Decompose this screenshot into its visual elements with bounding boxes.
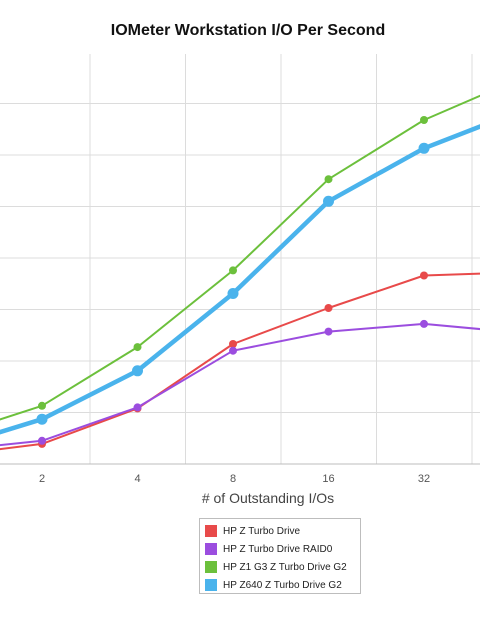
series-3: [0, 94, 480, 421]
data-point: [38, 401, 46, 410]
data-point: [132, 365, 143, 377]
grid: [0, 54, 480, 464]
series-line: [0, 272, 480, 451]
legend-label: HP Z Turbo Drive RAID0: [223, 543, 333, 555]
x-tick-label: 4: [134, 473, 140, 485]
legend-label: HP Z Turbo Drive: [223, 525, 301, 537]
data-point: [229, 340, 237, 348]
data-point: [324, 175, 333, 184]
chart-title: IOMeter Workstation I/O Per Second: [111, 22, 385, 39]
legend-item: HP Z Turbo Drive RAID0: [205, 540, 360, 558]
data-point: [133, 343, 142, 352]
legend-label: HP Z1 G3 Z Turbo Drive G2: [223, 561, 347, 573]
x-tick-label: 8: [230, 473, 236, 485]
data-point: [420, 319, 428, 328]
data-point: [420, 116, 428, 124]
legend-item: HP Z1 G3 Z Turbo Drive G2: [205, 558, 360, 576]
legend-swatch: [205, 543, 217, 555]
series-2: [0, 319, 480, 447]
series-layer: [0, 94, 480, 451]
legend-item: HP Z Turbo Drive: [205, 522, 360, 540]
data-point: [227, 288, 239, 299]
x-tick-label: 32: [418, 473, 430, 485]
data-point: [324, 327, 333, 336]
data-point: [229, 266, 237, 275]
legend: HP Z Turbo Drive HP Z Turbo Drive RAID0 HP…: [199, 518, 361, 594]
x-tick-label: 2: [39, 473, 45, 485]
legend-label: HP Z640 Z Turbo Drive G2: [223, 579, 342, 591]
x-tick-labels: 2 4 8 16 32: [39, 473, 430, 485]
data-point: [420, 271, 428, 280]
legend-swatch: [205, 561, 217, 573]
x-axis-label: # of Outstanding I/Os: [202, 490, 334, 506]
data-point: [229, 346, 237, 355]
x-tick-label: 16: [322, 473, 334, 485]
legend-item: HP Z640 Z Turbo Drive G2: [205, 576, 360, 594]
series-4: [0, 124, 480, 435]
legend-swatch: [205, 579, 217, 591]
data-point: [38, 436, 46, 445]
data-point: [36, 413, 48, 425]
series-1: [0, 271, 480, 451]
legend-swatch: [205, 525, 217, 537]
data-point: [323, 195, 334, 207]
data-point: [324, 304, 333, 312]
data-point: [418, 142, 430, 154]
data-point: [133, 403, 142, 412]
